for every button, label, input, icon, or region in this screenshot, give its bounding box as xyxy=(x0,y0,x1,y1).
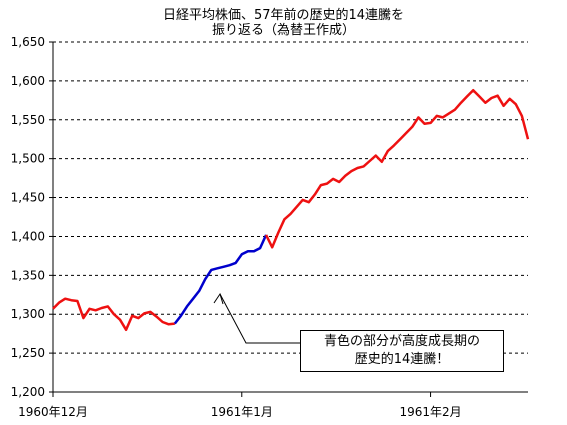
annotation-box: 青色の部分が高度成長期の 歴史的14連騰！ xyxy=(300,330,504,372)
annotation-line2: 歴史的14連騰！ xyxy=(354,352,450,367)
y-tick-label: 1,450 xyxy=(11,191,45,205)
y-tick-label: 1,550 xyxy=(11,113,45,127)
x-tick-label: 1960年12月 xyxy=(18,405,88,419)
x-tick-label: 1961年2月 xyxy=(399,405,461,419)
series-line-1 xyxy=(173,234,268,325)
y-tick-label: 1,400 xyxy=(11,229,45,243)
y-tick-label: 1,200 xyxy=(11,385,45,399)
y-tick-label: 1,350 xyxy=(11,268,45,282)
annotation-line1: 青色の部分が高度成長期の xyxy=(323,334,480,349)
series-line-0 xyxy=(52,297,175,332)
y-tick-label: 1,500 xyxy=(11,152,45,166)
annotation-arrowhead xyxy=(213,292,224,305)
y-tick-label: 1,650 xyxy=(11,35,45,49)
y-tick-label: 1,250 xyxy=(11,346,45,360)
chart-title-line2: 振り返る（為替王作成） xyxy=(211,23,355,38)
y-tick-label: 1,600 xyxy=(11,74,45,88)
y-tick-label: 1,300 xyxy=(11,307,45,321)
chart-title-line1: 日経平均株価、57年前の歴史的14連騰を xyxy=(162,8,405,23)
annotation-leader xyxy=(219,293,300,344)
series-line-2 xyxy=(264,88,530,249)
x-tick-label: 1961年1月 xyxy=(211,405,273,419)
